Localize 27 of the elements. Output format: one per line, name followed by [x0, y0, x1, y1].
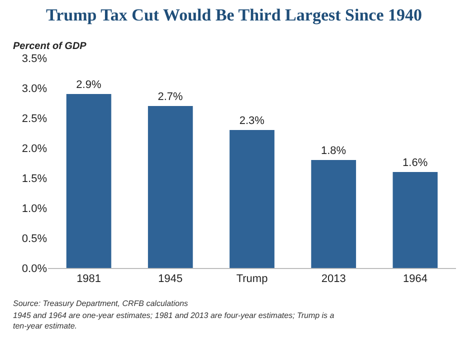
x-tick-label: Trump	[236, 273, 268, 286]
x-tick-label: 2013	[321, 273, 346, 286]
y-tick-label: 1.5%	[22, 172, 48, 185]
y-tick-label: 0.5%	[22, 232, 48, 245]
y-tick-label: 2.5%	[22, 112, 48, 125]
data-label: 2.7%	[158, 91, 184, 103]
text: 1945 and 1964 are one-year estimates; 1981 and 2013 are four-year estimates; Trump is a ten-year estimate.	[13, 311, 335, 330]
data-label: 1.8%	[320, 145, 346, 157]
y-tick-label: 0.0%	[22, 262, 48, 275]
y-tick-label: 3.0%	[22, 82, 48, 95]
data-label: 1.6%	[402, 157, 428, 169]
x-tick-label: 1964	[402, 273, 428, 286]
bar	[311, 160, 356, 268]
bar	[230, 130, 274, 268]
data-label: 2.9%	[76, 79, 102, 91]
source-note: Source: Treasury Department, CRFB calculations	[13, 299, 188, 308]
bar	[148, 106, 193, 268]
y-tick-label: 1.0%	[22, 202, 48, 215]
chart-title: Trump Tax Cut Would Be Third Largest Since 1940	[46, 6, 422, 25]
y-tick-label: 2.0%	[22, 142, 48, 155]
data-label: 2.3%	[239, 115, 265, 127]
x-tick-label: 1945	[158, 273, 183, 286]
bar	[392, 172, 438, 268]
y-tick-label: 3.5%	[22, 52, 48, 65]
x-tick-label: 1981	[76, 273, 102, 286]
bar	[66, 94, 112, 268]
y-axis-title: Percent of GDP	[13, 41, 87, 52]
